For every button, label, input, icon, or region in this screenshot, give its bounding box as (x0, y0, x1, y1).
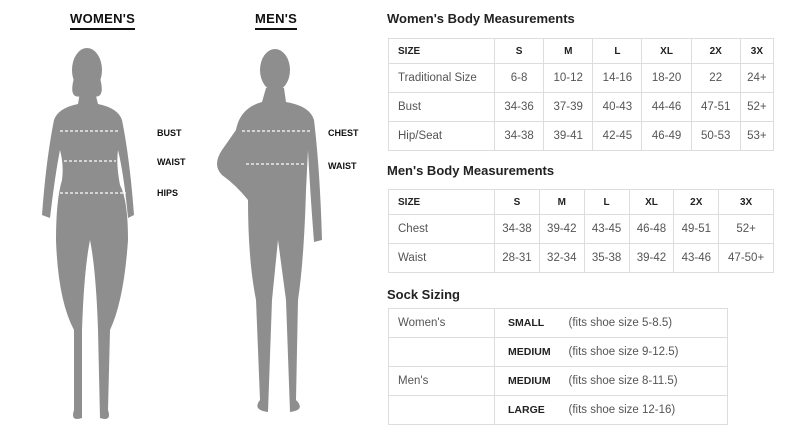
cell: 49-51 (673, 214, 720, 244)
womens-waist-label: WAIST (157, 157, 186, 167)
cell: 46-49 (641, 121, 692, 151)
row-label: Hip/Seat (388, 121, 495, 151)
cell: 34-38 (494, 214, 540, 244)
row-label: Bust (388, 92, 495, 122)
header-cell: M (538, 189, 585, 215)
shoe-size-cell: (fits shoe size 9-12.5) (568, 337, 728, 367)
cell: 50-53 (690, 121, 741, 151)
sock-size-cell: SMALL (494, 308, 569, 338)
table-row: Men's MEDIUM (fits shoe size 8-11.5) (388, 366, 728, 396)
header-cell: M (543, 38, 594, 64)
sock-size-cell: LARGE (494, 395, 569, 425)
cell: 40-43 (592, 92, 643, 122)
bust-label: BUST (157, 128, 182, 138)
cell: 39-41 (543, 121, 594, 151)
sock-table-title: Sock Sizing (387, 287, 460, 302)
shoe-size-cell: (fits shoe size 12-16) (568, 395, 728, 425)
header-cell: 3X (718, 189, 774, 215)
cell: 24+ (739, 63, 775, 93)
cell: 34-36 (493, 92, 545, 122)
table-row: Traditional Size 6-8 10-12 14-16 18-20 2… (388, 63, 775, 93)
row-label: Waist (388, 243, 495, 273)
womens-measurements-table: SIZE S M L XL 2X 3X Traditional Size 6-8… (388, 38, 775, 151)
table-header-row: SIZE S M L XL 2X 3X (388, 189, 774, 215)
header-cell: S (494, 189, 540, 215)
cell: 47-51 (690, 92, 741, 122)
cell: 10-12 (543, 63, 594, 93)
table-row: Women's SMALL (fits shoe size 5-8.5) (388, 308, 728, 338)
cell: 53+ (739, 121, 775, 151)
cell: 42-45 (592, 121, 643, 151)
table-row: LARGE (fits shoe size 12-16) (388, 395, 728, 425)
table-row: Chest 34-38 39-42 43-45 46-48 49-51 52+ (388, 214, 774, 244)
header-cell: S (493, 38, 545, 64)
chest-label: CHEST (328, 128, 359, 138)
cell: 34-38 (493, 121, 545, 151)
cell: 44-46 (641, 92, 692, 122)
cell: 52+ (718, 214, 774, 244)
gender-cell (388, 337, 495, 367)
gender-cell (388, 395, 495, 425)
cell: 39-42 (538, 214, 585, 244)
cell: 32-34 (538, 243, 585, 273)
hips-label: HIPS (157, 188, 179, 198)
body-silhouettes-illustration (42, 48, 322, 419)
header-cell: 2X (673, 189, 720, 215)
gender-cell: Men's (388, 366, 495, 396)
cell: 35-38 (583, 243, 630, 273)
row-label: Traditional Size (388, 63, 495, 93)
cell: 39-42 (628, 243, 675, 273)
cell: 47-50+ (718, 243, 774, 273)
mens-waist-label: WAIST (328, 161, 357, 171)
womens-silhouette (42, 48, 134, 419)
table-row: Waist 28-31 32-34 35-38 39-42 43-46 47-5… (388, 243, 774, 273)
mens-measurements-table: SIZE S M L XL 2X 3X Chest 34-38 39-42 43… (388, 189, 774, 273)
mens-silhouette (217, 49, 322, 412)
cell: 28-31 (494, 243, 540, 273)
table-row: Hip/Seat 34-38 39-41 42-45 46-49 50-53 5… (388, 121, 775, 151)
row-label: Chest (388, 214, 495, 244)
cell: 37-39 (543, 92, 594, 122)
cell: 46-48 (628, 214, 675, 244)
cell: 18-20 (641, 63, 692, 93)
shoe-size-cell: (fits shoe size 5-8.5) (568, 308, 728, 338)
header-cell: L (583, 189, 630, 215)
cell: 43-45 (583, 214, 630, 244)
gender-cell: Women's (388, 308, 495, 338)
header-cell: L (592, 38, 643, 64)
sock-sizing-table: Women's SMALL (fits shoe size 5-8.5) MED… (388, 308, 728, 425)
table-row: MEDIUM (fits shoe size 9-12.5) (388, 337, 728, 367)
cell: 14-16 (592, 63, 643, 93)
cell: 43-46 (673, 243, 720, 273)
cell: 52+ (739, 92, 775, 122)
shoe-size-cell: (fits shoe size 8-11.5) (568, 366, 728, 396)
header-cell: XL (628, 189, 675, 215)
table-header-row: SIZE S M L XL 2X 3X (388, 38, 775, 64)
header-cell: SIZE (388, 189, 495, 215)
cell: 6-8 (493, 63, 545, 93)
header-cell: XL (641, 38, 692, 64)
sock-size-cell: MEDIUM (494, 366, 569, 396)
table-row: Bust 34-36 37-39 40-43 44-46 47-51 52+ (388, 92, 775, 122)
mens-table-title: Men's Body Measurements (387, 163, 555, 178)
header-cell: SIZE (388, 38, 495, 64)
header-cell: 3X (739, 38, 775, 64)
womens-figure-title: WOMEN'S (70, 11, 136, 30)
header-cell: 2X (690, 38, 741, 64)
mens-figure-title: MEN'S (255, 11, 298, 30)
cell: 22 (690, 63, 741, 93)
sock-size-cell: MEDIUM (494, 337, 569, 367)
womens-table-title: Women's Body Measurements (387, 11, 575, 26)
